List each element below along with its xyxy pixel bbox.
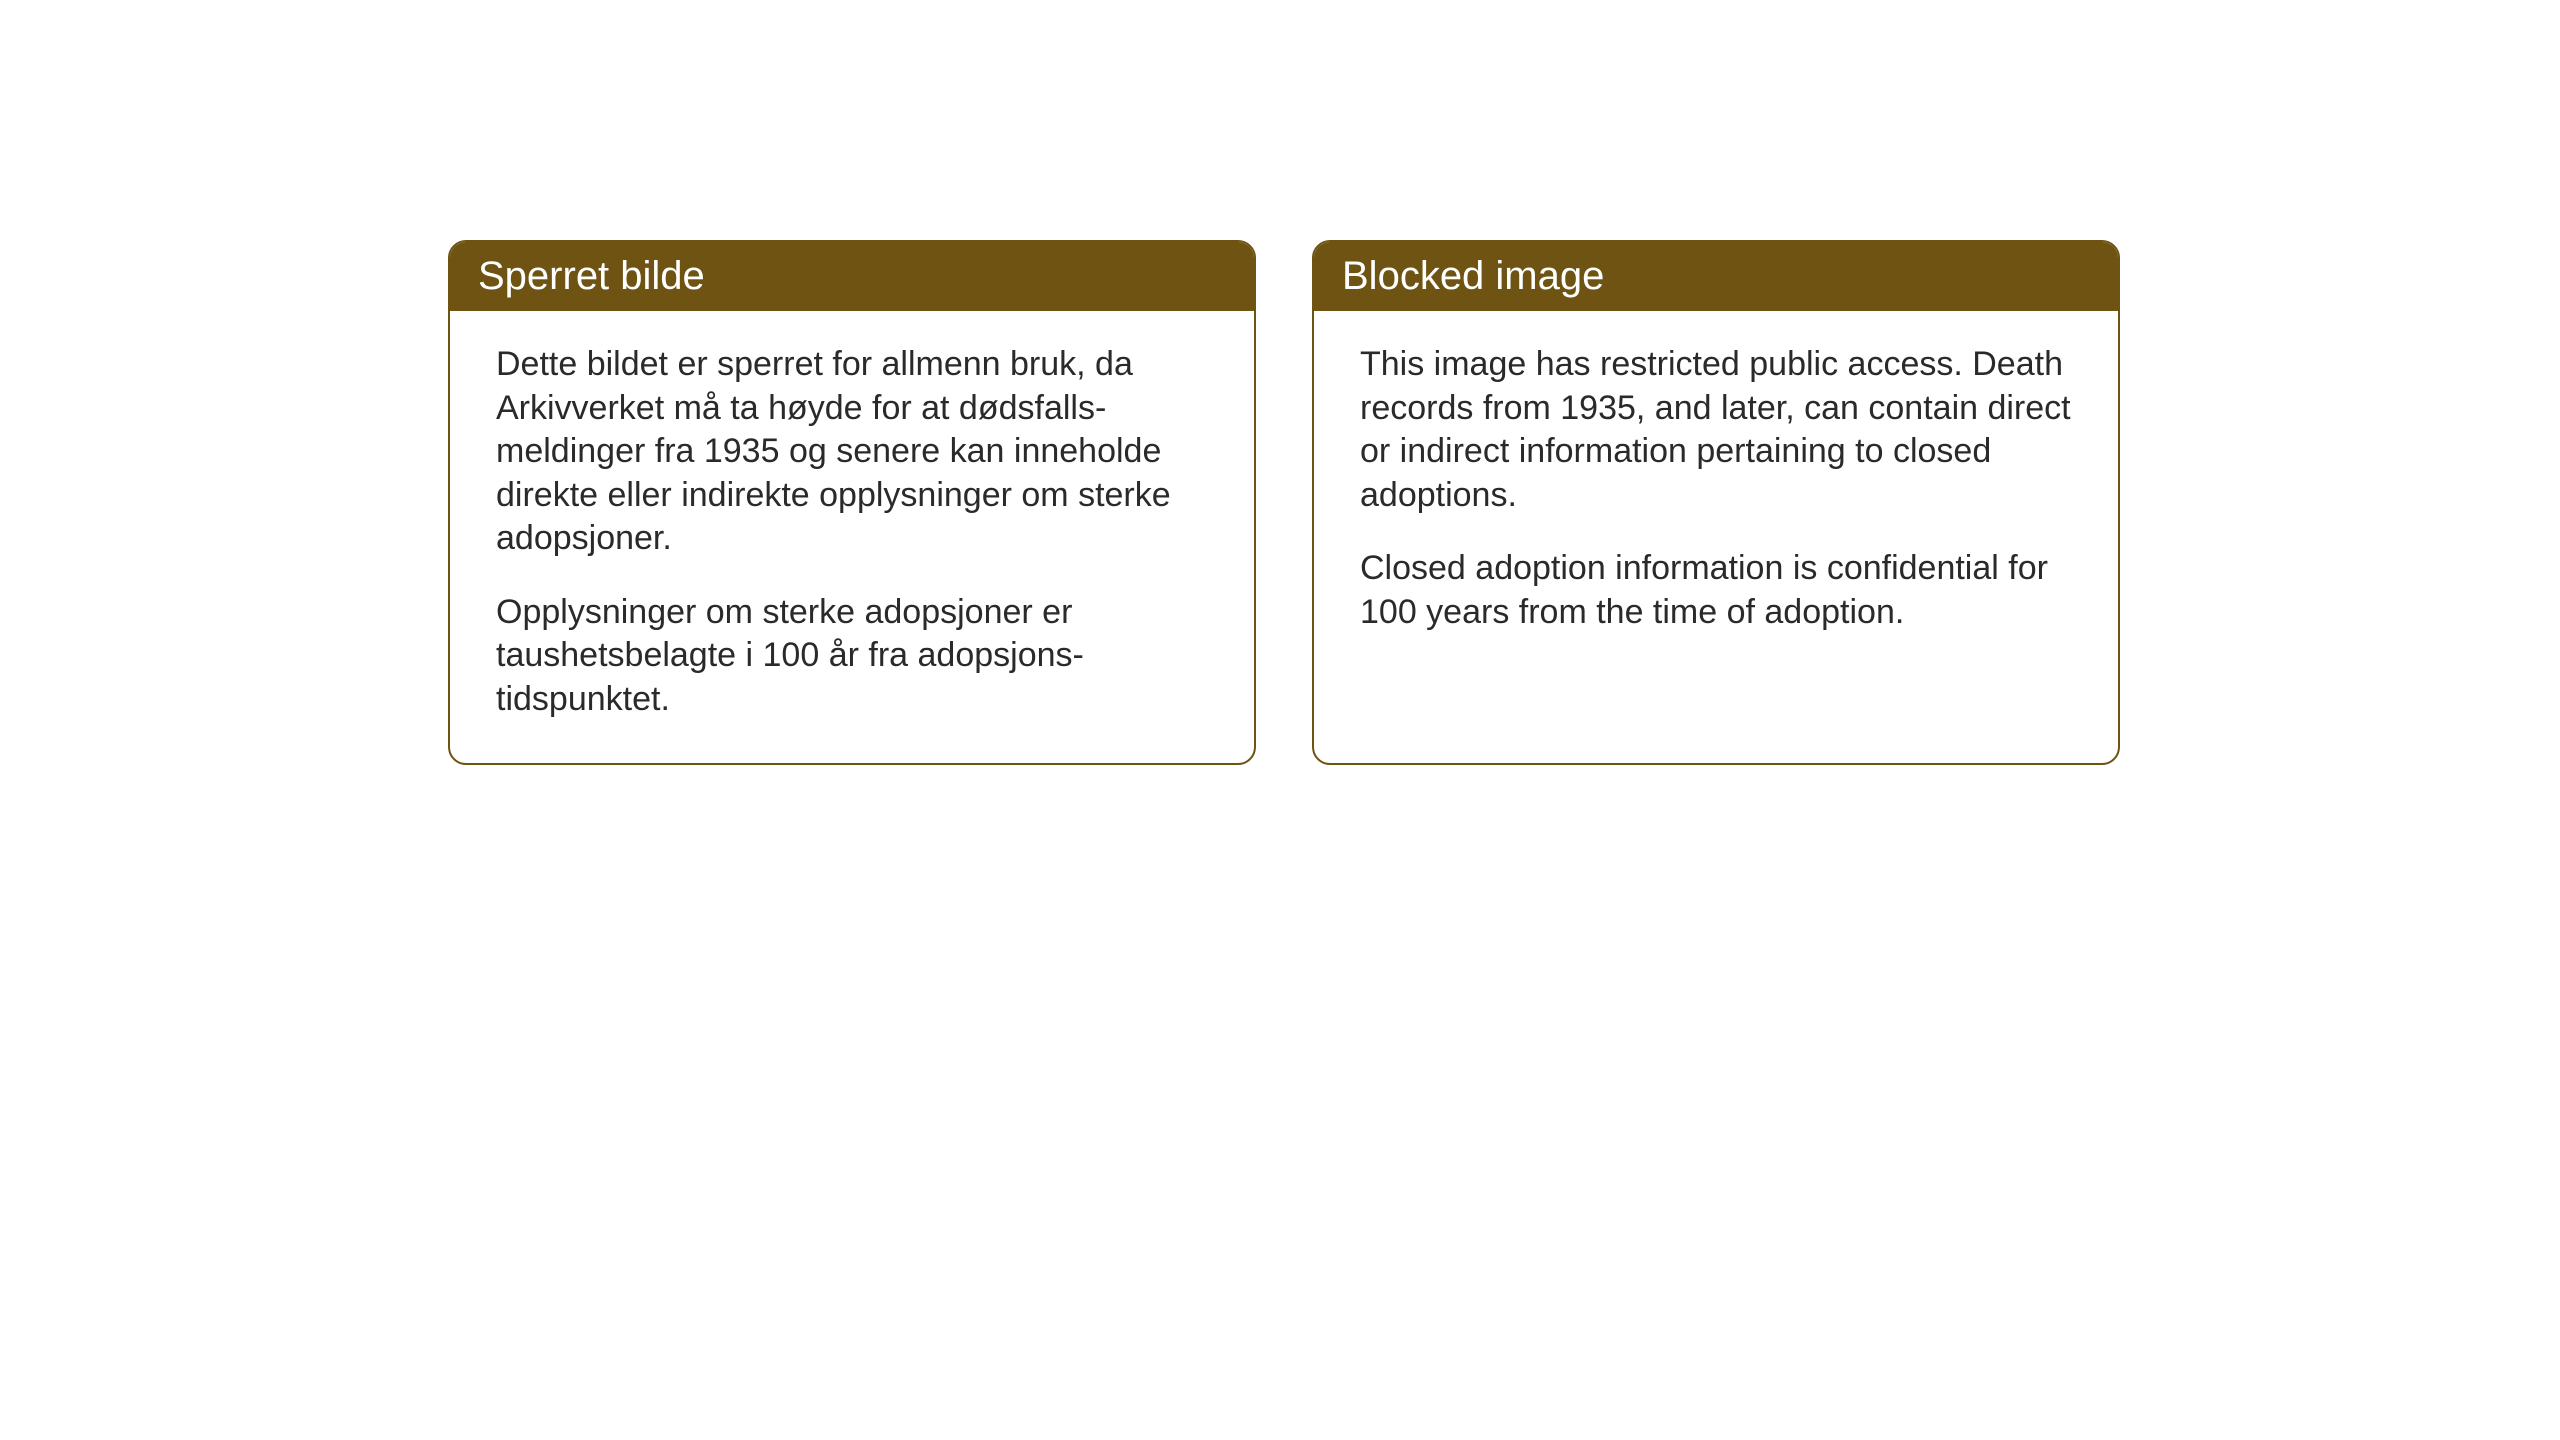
card-header-english: Blocked image xyxy=(1314,242,2118,311)
card-body-norwegian: Dette bildet er sperret for allmenn bruk… xyxy=(450,311,1254,763)
paragraph-1-english: This image has restricted public access.… xyxy=(1360,343,2072,517)
paragraph-2-english: Closed adoption information is confident… xyxy=(1360,547,2072,634)
notice-card-norwegian: Sperret bilde Dette bildet er sperret fo… xyxy=(448,240,1256,765)
card-header-norwegian: Sperret bilde xyxy=(450,242,1254,311)
card-body-english: This image has restricted public access.… xyxy=(1314,311,2118,676)
notice-card-english: Blocked image This image has restricted … xyxy=(1312,240,2120,765)
paragraph-2-norwegian: Opplysninger om sterke adopsjoner er tau… xyxy=(496,591,1208,722)
notice-container: Sperret bilde Dette bildet er sperret fo… xyxy=(448,240,2120,765)
paragraph-1-norwegian: Dette bildet er sperret for allmenn bruk… xyxy=(496,343,1208,561)
